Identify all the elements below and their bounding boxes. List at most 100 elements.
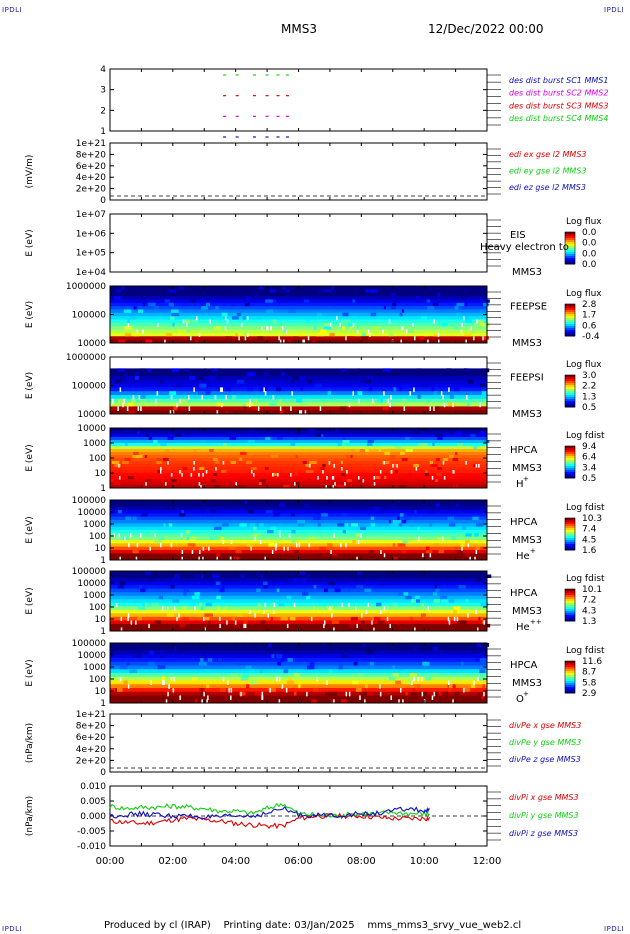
panel-divpi <box>109 785 501 847</box>
heatmap-cell <box>393 387 397 392</box>
heatmap-cell <box>439 650 443 655</box>
heatmap-cell <box>429 461 433 464</box>
heatmap-gap <box>279 406 282 411</box>
colorbar-cell <box>565 683 575 686</box>
sc-label: MMS3 <box>512 535 542 546</box>
heatmap-cell <box>405 574 412 578</box>
heatmap-gap <box>122 402 124 408</box>
y-tick-label: 0.005 <box>80 797 106 807</box>
heatmap-cell <box>148 302 156 307</box>
heatmap-cell <box>141 296 145 300</box>
heatmap-gap <box>228 688 230 693</box>
heatmap-cell <box>124 458 131 461</box>
heatmap-row <box>110 434 487 438</box>
colorbar-cell <box>565 665 575 668</box>
heatmap-cell <box>205 627 210 631</box>
heatmap-cell <box>125 516 132 520</box>
heatmap-cell <box>121 446 124 449</box>
colorbar-cell <box>565 238 575 241</box>
heatmap-row <box>110 464 487 468</box>
heatmap-row <box>110 676 487 681</box>
heatmap-cell <box>481 695 484 700</box>
heatmap-cell <box>413 646 418 651</box>
heatmap-gap <box>380 609 382 614</box>
heatmap-cell <box>225 336 232 340</box>
heatmap-cell <box>413 464 419 467</box>
y-tick-label: 1 <box>100 627 106 637</box>
colorbar-cell <box>565 308 575 311</box>
heatmap-cell <box>158 379 164 384</box>
heatmap-gap <box>219 623 221 629</box>
heatmap-cell <box>473 464 477 467</box>
sc-label: MMS3 <box>512 463 542 474</box>
heatmap-gap <box>433 691 436 697</box>
heatmap-cell <box>325 691 333 696</box>
heatmap-cell <box>357 503 360 507</box>
heatmap-cell <box>131 699 137 704</box>
heatmap-cell <box>282 571 286 575</box>
heatmap-cell <box>280 616 288 621</box>
heatmap-gap <box>475 464 478 468</box>
heatmap-cell <box>149 650 154 655</box>
instrument-label: HPCA <box>510 445 538 456</box>
footer-printing: Printing date: 03/Jan/2025 <box>223 920 355 931</box>
heatmap-row <box>110 470 487 474</box>
heatmap-cell <box>156 623 161 628</box>
y-tick-label: 1 <box>100 127 106 137</box>
heatmap-gap <box>179 470 181 474</box>
y-tick-label: -0.005 <box>77 827 106 837</box>
heatmap-cell <box>119 464 123 467</box>
heatmap-gap <box>201 699 203 704</box>
heatmap-row <box>110 543 487 548</box>
heatmap-cell <box>395 446 402 449</box>
heatmap-gap <box>356 329 359 334</box>
heatmap-cell <box>132 332 139 337</box>
heatmap-gap <box>421 691 424 697</box>
heatmap-cell <box>322 464 326 467</box>
heatmap-gap <box>316 676 318 682</box>
heatmap-gap <box>230 688 233 693</box>
heatmap-cell <box>384 452 390 455</box>
heatmap-cell <box>481 699 488 704</box>
heatmap-cell <box>179 379 183 384</box>
heatmap-cell <box>456 302 465 307</box>
heatmap-cell <box>195 699 198 704</box>
heatmap-gap <box>215 467 217 471</box>
heatmap-cell <box>306 319 311 323</box>
heatmap-gap <box>421 676 423 682</box>
heatmap-cell <box>179 623 186 628</box>
heatmap-row <box>110 599 487 604</box>
heatmap-cell <box>475 500 479 504</box>
heatmap-cell <box>151 464 155 467</box>
y-tick-label: 2e+20 <box>76 185 107 195</box>
x-tick-label: 10:00 <box>410 856 439 867</box>
heatmap-cell <box>229 302 235 307</box>
heatmap-gap <box>429 553 432 558</box>
heatmap-cell <box>157 470 163 473</box>
heatmap-cell <box>431 387 435 392</box>
heatmap-cell <box>342 654 349 659</box>
heatmap-gap <box>452 402 454 408</box>
heatmap-cell <box>432 443 435 446</box>
heatmap-gap <box>249 402 251 408</box>
heatmap-cell <box>146 543 149 547</box>
y-tick-label: 100 <box>89 532 106 542</box>
heatmap-cell <box>399 312 403 317</box>
heatmap-row <box>110 620 487 625</box>
heatmap-cell <box>210 510 217 514</box>
heatmap-gap <box>202 556 204 561</box>
heatmap-gap <box>266 326 268 331</box>
heatmap-cell <box>158 410 167 414</box>
heatmap-cell <box>244 500 248 504</box>
heatmap-gap <box>191 550 194 554</box>
heatmap-cell <box>164 623 169 628</box>
heatmap-cell <box>465 540 470 544</box>
colorbar-cell <box>565 691 575 694</box>
heatmap-cell <box>216 606 221 610</box>
heatmap-cell <box>352 299 356 303</box>
heatmap-gap <box>367 329 370 334</box>
heatmap-cell <box>483 302 489 307</box>
heatmap-cell <box>291 530 296 534</box>
heatmap-cell <box>356 585 364 589</box>
heatmap-row <box>110 449 487 453</box>
